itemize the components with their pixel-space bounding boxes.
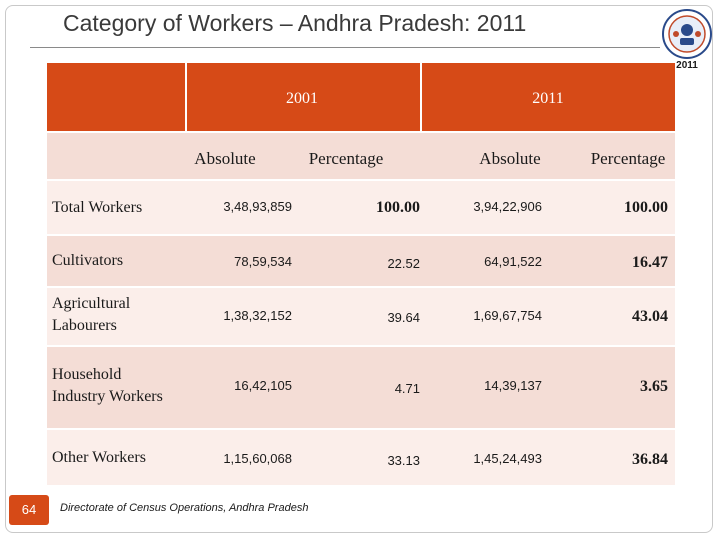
row-label: Total Workers [52,199,143,216]
absolute-2001-value: 16,42,105 [234,378,292,393]
slide-frame [5,5,713,533]
title-divider [30,47,660,48]
percentage-2001-value: 33.13 [387,453,420,468]
percentage-2011-value: 3.65 [640,378,668,395]
logo-year: 2011 [676,60,698,71]
row-label: Household [52,366,122,383]
absolute-2011-value: 64,91,522 [484,254,542,269]
absolute-2001-value: 3,48,93,859 [223,199,292,214]
row-label: Other Workers [52,449,146,466]
percentage-2001-value: 39.64 [387,310,420,325]
row-label: Agricultural [52,295,131,312]
subheader-0: Absolute [194,149,256,168]
page-number: 64 [9,495,49,525]
percentage-2001-value: 100.00 [376,199,420,216]
absolute-2011-value: 1,69,67,754 [473,308,542,323]
absolute-2011-value: 3,94,22,906 [473,199,542,214]
absolute-2001-value: 1,38,32,152 [223,308,292,323]
page-title: Category of Workers – Andhra Pradesh: 20… [63,10,527,36]
percentage-2011-value: 100.00 [624,199,668,216]
table-row [47,288,675,345]
percentage-2011-value: 43.04 [632,308,668,325]
percentage-2011-value: 36.84 [632,451,668,468]
row-label: Cultivators [52,252,124,269]
absolute-2001-value: 1,15,60,068 [223,451,292,466]
table-row [47,430,675,485]
header-2011-cell [422,63,675,131]
absolute-2001-value: 78,59,534 [234,254,292,269]
percentage-2011-value: 16.47 [632,254,668,271]
row-label: Industry Workers [52,388,163,405]
absolute-2011-value: 1,45,24,493 [473,451,542,466]
row-label: Labourers [52,317,117,334]
percentage-2001-value: 22.52 [387,256,420,271]
subheader-2: Absolute [479,149,541,168]
table-row [47,236,675,286]
absolute-2011-value: 14,39,137 [484,378,542,393]
table-row [47,181,675,234]
year-2001-header: 2001 [286,90,318,107]
header-corner-cell [47,63,185,131]
year-2011-header: 2011 [532,90,564,107]
source-footer: Directorate of Census Operations, Andhra… [60,502,309,514]
header-2001-cell [187,63,420,131]
subheader-3: Percentage [590,149,666,168]
subheader-row [47,133,675,179]
subheader-1: Percentage [308,149,384,168]
census-logo: 2011 [662,9,712,71]
table-row [47,347,675,428]
percentage-2001-value: 4.71 [394,381,420,396]
